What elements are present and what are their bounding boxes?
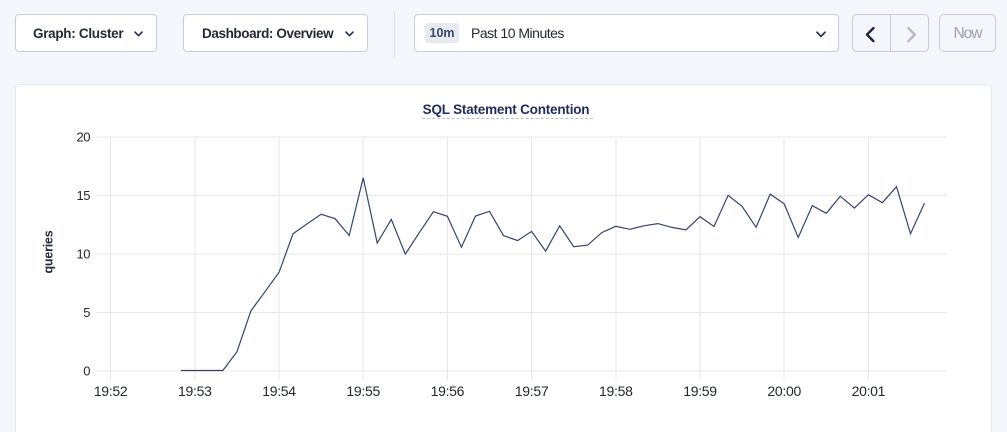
svg-text:5: 5 [83, 305, 90, 320]
svg-text:10: 10 [77, 247, 91, 262]
svg-text:19:59: 19:59 [683, 383, 717, 399]
svg-text:20:01: 20:01 [852, 383, 886, 399]
svg-text:19:55: 19:55 [346, 383, 380, 399]
svg-text:0: 0 [83, 363, 90, 378]
svg-text:20: 20 [77, 130, 91, 145]
svg-text:19:57: 19:57 [515, 383, 549, 399]
svg-text:19:54: 19:54 [262, 383, 296, 399]
svg-text:19:56: 19:56 [431, 383, 465, 399]
svg-text:queries: queries [41, 230, 55, 273]
svg-text:19:58: 19:58 [599, 383, 633, 399]
svg-text:19:52: 19:52 [94, 383, 128, 399]
svg-text:20:00: 20:00 [767, 383, 801, 399]
svg-text:15: 15 [77, 188, 91, 203]
svg-text:19:53: 19:53 [178, 383, 212, 399]
